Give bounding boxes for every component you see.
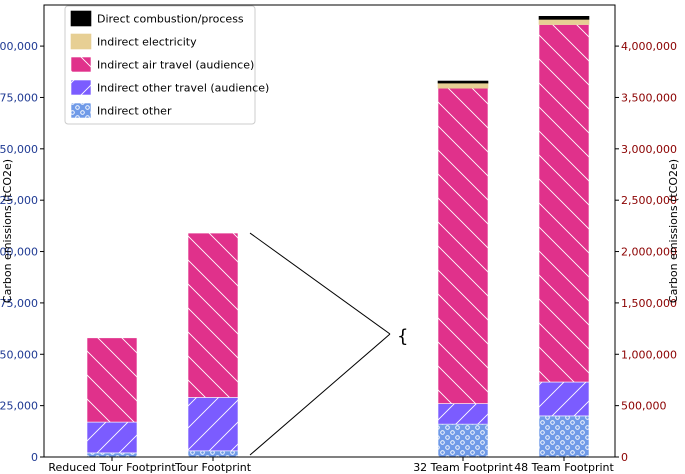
bar-segment-indirect-other-32-team-footprint bbox=[437, 423, 489, 458]
right-axis-label: Carbon emissions (tCO2e) bbox=[667, 159, 680, 303]
legend-swatch-indirect-air-travel-audience bbox=[70, 56, 92, 73]
legend-label-direct-combustion-process: Direct combustion/process bbox=[97, 13, 244, 26]
plot-frame bbox=[43, 4, 616, 458]
right-axis-tick-label: 0 bbox=[621, 451, 628, 464]
right-axis-tick-label: 3,500,000 bbox=[621, 91, 677, 104]
connector-line-bottom bbox=[249, 333, 391, 456]
legend-label-indirect-other-travel-audience: Indirect other travel (audience) bbox=[97, 82, 269, 95]
legend-box bbox=[64, 5, 256, 125]
left-axis-tick-label: 150,000 bbox=[0, 143, 38, 156]
left-axis-label: Carbon emissions (tCO2e) bbox=[1, 159, 14, 303]
bars-group bbox=[86, 15, 590, 458]
left-axis-tick-label: 75,000 bbox=[0, 297, 38, 310]
right-axis-tick-label: 2,000,000 bbox=[621, 246, 677, 259]
right-axis-tick-label: 2,500,000 bbox=[621, 194, 677, 207]
right-axis-tick-label: 1,000,000 bbox=[621, 348, 677, 361]
bar-segment-indirect-air-travel-audience-32-team-footprint bbox=[437, 87, 489, 404]
left-axis-tick-label: 200,000 bbox=[0, 40, 38, 53]
left-axis-tick-label: 175,000 bbox=[0, 91, 38, 104]
bar-segment-direct-combustion-process-32-team-footprint bbox=[437, 80, 489, 84]
bar-segment-indirect-air-travel-audience-reduced-tour-footprint bbox=[86, 337, 138, 423]
legend-label-indirect-air-travel-audience: Indirect air travel (audience) bbox=[97, 59, 254, 72]
bar-segment-indirect-other-reduced-tour-footprint bbox=[86, 452, 138, 458]
x-axis-tick-label: Tour Footprint bbox=[174, 461, 252, 474]
connector-group bbox=[249, 232, 391, 456]
right-axis-tick-label: 3,000,000 bbox=[621, 143, 677, 156]
legend-swatch-indirect-other bbox=[70, 102, 92, 119]
right-axis-tick-label: 500,000 bbox=[621, 400, 667, 413]
brace-annotation: { bbox=[397, 326, 408, 347]
x-axis-tick-label: 32 Team Footprint bbox=[413, 461, 513, 474]
legend-swatch-indirect-electricity bbox=[70, 33, 92, 50]
left-axis: 0 25,000 50,000 75,000 100,000 125,000 150,000… bbox=[0, 40, 44, 464]
x-axis-tick-label: 48 Team Footprint bbox=[514, 461, 614, 474]
bar-segment-indirect-air-travel-audience-tour-footprint bbox=[187, 232, 239, 398]
bar-segment-indirect-other-travel-audience-tour-footprint bbox=[187, 397, 239, 452]
bar-segment-indirect-electricity-32-team-footprint bbox=[437, 82, 489, 89]
bar-segment-direct-combustion-process-48-team-footprint bbox=[538, 15, 590, 20]
right-axis-tick-label: 4,000,000 bbox=[621, 40, 677, 53]
bar-segment-indirect-other-travel-audience-reduced-tour-footprint bbox=[86, 421, 138, 454]
x-axis-tick-label: Reduced Tour Footprint bbox=[48, 461, 176, 474]
legend-label-indirect-electricity: Indirect electricity bbox=[97, 36, 197, 49]
left-axis-tick-label: 25,000 bbox=[0, 400, 38, 413]
legend-label-indirect-other: Indirect other bbox=[97, 105, 172, 118]
right-axis: 0 500,000 1,000,000 1,500,000 2,000,000 2,500… bbox=[615, 40, 677, 464]
left-axis-tick-label: 50,000 bbox=[0, 348, 38, 361]
connector-line-top bbox=[249, 232, 391, 335]
left-axis-tick-label: 0 bbox=[31, 451, 38, 464]
legend: Direct combustion/process Indirect electr… bbox=[64, 5, 269, 125]
bar-segment-indirect-other-travel-audience-32-team-footprint bbox=[437, 403, 489, 425]
right-axis-tick-label: 1,500,000 bbox=[621, 297, 677, 310]
bar-segment-indirect-other-48-team-footprint bbox=[538, 415, 590, 458]
bar-segment-indirect-other-travel-audience-48-team-footprint bbox=[538, 381, 590, 417]
legend-swatch-indirect-other-travel-audience bbox=[70, 79, 92, 96]
left-axis-tick-label: 125,000 bbox=[0, 194, 38, 207]
legend-swatch-direct-combustion-process bbox=[70, 10, 92, 27]
bar-segment-indirect-electricity-48-team-footprint bbox=[538, 19, 590, 25]
bar-segment-indirect-other-tour-footprint bbox=[187, 450, 239, 458]
x-axis: Reduced Tour Footprint Tour Footprint 32 T… bbox=[48, 457, 614, 474]
left-axis-tick-label: 100,000 bbox=[0, 246, 38, 259]
bar-segment-indirect-air-travel-audience-48-team-footprint bbox=[538, 24, 590, 383]
